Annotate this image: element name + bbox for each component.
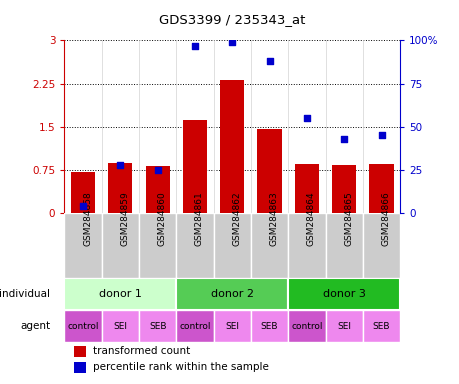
Point [377,132,384,139]
Bar [176,278,288,310]
Text: GDS3399 / 235343_at: GDS3399 / 235343_at [159,13,305,26]
Bar [362,213,399,278]
Text: SEI: SEI [336,322,351,331]
Text: GSM284859: GSM284859 [120,191,129,246]
Text: donor 1: donor 1 [99,289,141,299]
Text: GSM284864: GSM284864 [306,191,315,246]
Point [117,162,124,168]
Point [265,58,273,64]
Bar [139,213,176,278]
Text: SEB: SEB [260,322,278,331]
Point [228,39,235,45]
Text: GSM284862: GSM284862 [232,191,241,246]
Text: GSM284866: GSM284866 [381,191,390,246]
Bar [101,213,139,278]
Text: transformed count: transformed count [93,346,190,356]
Text: SEI: SEI [225,322,239,331]
Bar [369,164,393,213]
Bar [213,310,251,343]
Text: GSM284858: GSM284858 [83,191,92,246]
Text: control: control [179,322,210,331]
Text: individual: individual [0,289,50,299]
Bar [220,79,244,213]
Point [79,203,87,209]
Text: donor 2: donor 2 [210,289,253,299]
Bar [331,165,356,213]
Text: donor 3: donor 3 [322,289,365,299]
Text: control: control [291,322,322,331]
Bar [183,120,207,213]
Point [302,115,310,121]
Bar [213,213,251,278]
Bar [251,310,288,343]
Bar [251,213,288,278]
Bar [176,310,213,343]
Bar [176,213,213,278]
Text: control: control [67,322,99,331]
Bar [108,162,132,213]
Bar [74,362,86,373]
Text: percentile rank within the sample: percentile rank within the sample [93,362,268,372]
Bar [101,310,139,343]
Bar [145,166,169,213]
Bar [74,346,86,357]
Bar [294,164,319,213]
Text: GSM284863: GSM284863 [269,191,278,246]
Bar [288,310,325,343]
Bar [288,278,399,310]
Text: SEI: SEI [113,322,127,331]
Bar [71,172,95,213]
Text: SEB: SEB [372,322,389,331]
Bar [362,310,399,343]
Text: GSM284860: GSM284860 [157,191,166,246]
Bar [64,310,101,343]
Text: SEB: SEB [149,322,166,331]
Bar [139,310,176,343]
Bar [64,278,176,310]
Point [340,136,347,142]
Bar [257,129,281,213]
Bar [288,213,325,278]
Point [191,43,198,49]
Bar [325,213,362,278]
Bar [325,310,362,343]
Text: agent: agent [20,321,50,331]
Point [154,167,161,173]
Bar [64,213,101,278]
Text: GSM284865: GSM284865 [343,191,353,246]
Text: GSM284861: GSM284861 [195,191,203,246]
